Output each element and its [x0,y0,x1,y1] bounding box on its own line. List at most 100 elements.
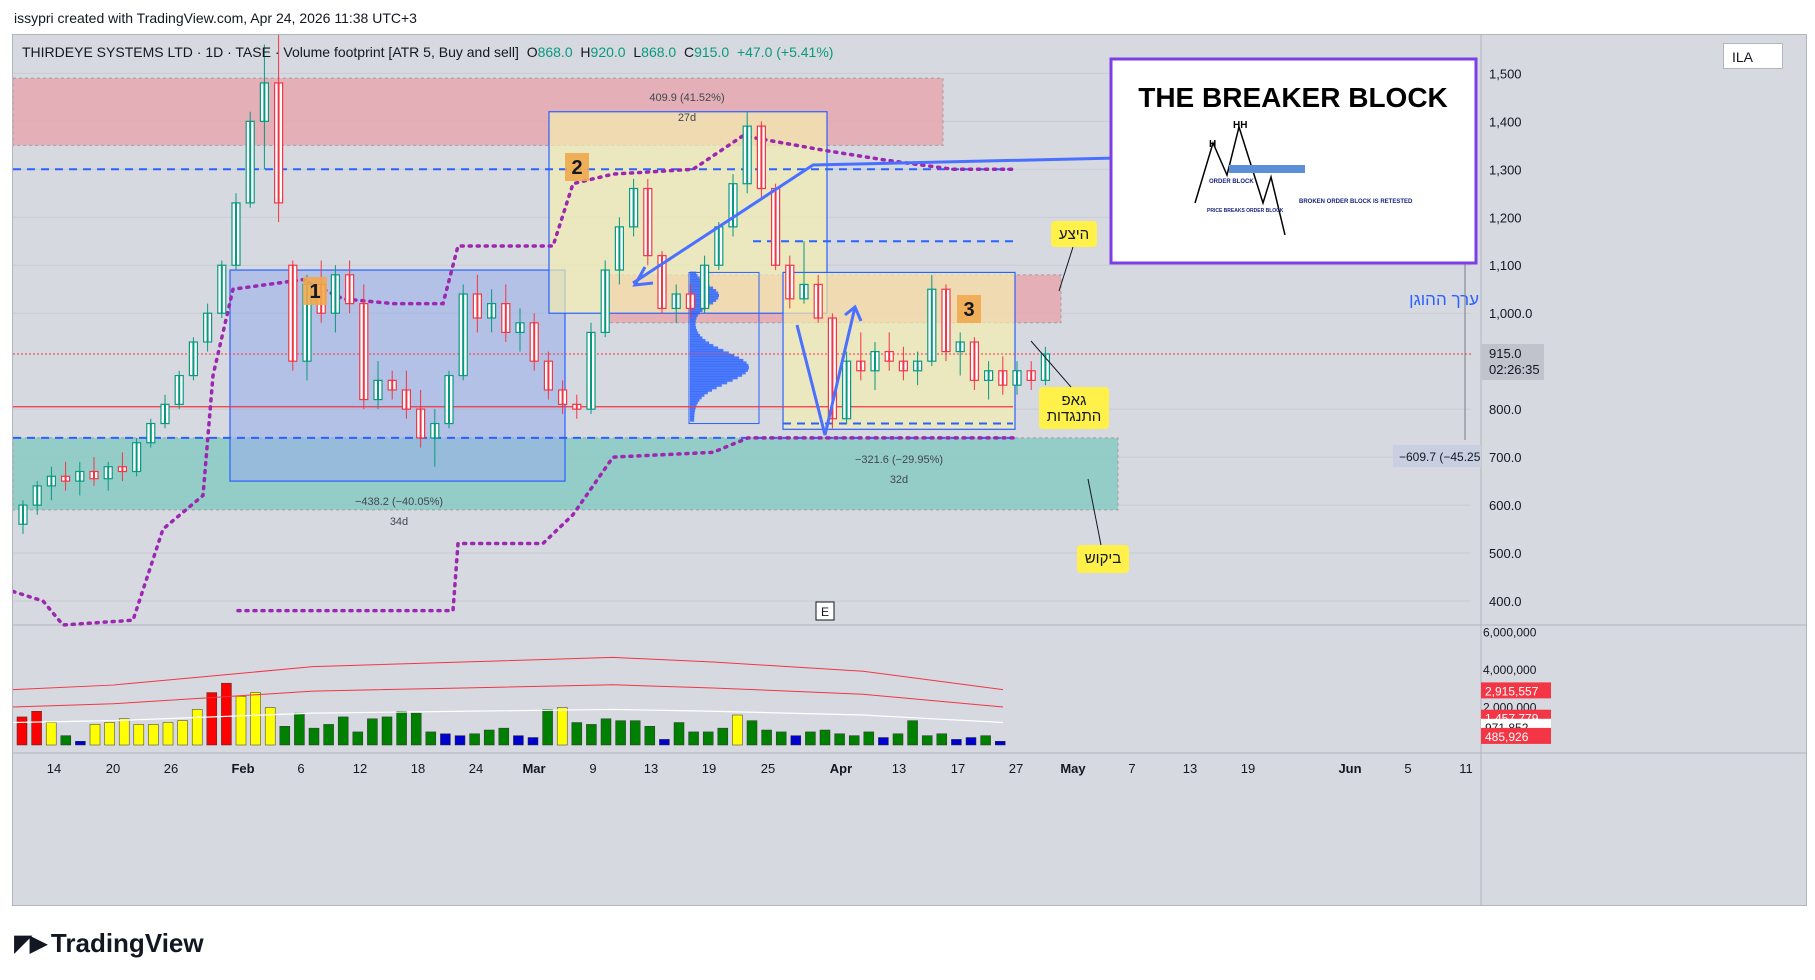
candle-core [1044,353,1047,381]
price-tick: 500.0 [1489,546,1522,561]
volume-bar [469,733,480,746]
volume-profile-bar [690,331,699,335]
candle-core [902,361,905,371]
volume-bar [863,731,875,746]
volume-bar [118,718,130,746]
volume-profile-bar [690,378,733,382]
candle-core [178,375,181,405]
volume-bar [819,729,831,746]
volume-profile-bar [690,356,740,360]
time-tick: 24 [469,761,483,776]
volume-bar [483,729,495,746]
candle-core [916,361,919,371]
inset-order-block: ORDER BLOCK [1209,179,1254,185]
volume-profile-box [688,271,760,425]
candle-core [504,303,507,333]
tradingview-logo[interactable]: ◤▶ TradingView [14,928,204,959]
volume-profile-bar [690,373,743,377]
volume-tag: 2,915,557 [1485,684,1539,698]
volume-bar [805,731,816,746]
volume-profile-bar [690,328,697,332]
volume-bar [600,718,612,746]
candle-core [930,289,933,362]
time-tick: 18 [411,761,425,776]
volume-bar [965,737,977,746]
volume-profile-bar [690,383,722,387]
time-tick: 27 [1009,761,1023,776]
volume-bar [191,709,203,746]
price-tick: 400.0 [1489,594,1522,609]
candle-core [661,255,663,309]
volume-band [13,656,1004,691]
volume-profile-bar [690,381,728,385]
note-offer: היצע [1059,226,1089,243]
volume-bar [556,707,568,746]
measure-days: 27d [678,112,696,124]
candle-core [50,476,53,486]
volume-bar [45,722,57,746]
volume-bar [834,733,845,746]
candle-core [817,284,820,319]
volume-bar [892,733,904,746]
note-demand: ביקוש [1085,550,1122,567]
volume-profile-bar [690,363,749,367]
volume-bar [162,722,174,746]
chart-panel[interactable]: 1 2 3 409.9 (41.52%) 27d −438.2 (−40.05%) 34d −… [12,34,1807,906]
volume-bar [235,696,247,746]
measure-tag: −609.7 (−45.25 [1399,450,1481,464]
volume-bar [659,739,670,746]
candle-core [874,351,876,371]
candle-core [192,341,195,376]
note-protective-value: ערך ההוגן [1409,290,1479,309]
candle-core [121,466,124,472]
candle-core [36,485,39,506]
volume-bar [921,735,933,746]
volume-profile-bar [690,341,710,345]
volume-bar [936,733,948,746]
volume-profile-bar [690,411,695,415]
box-1 [229,269,566,482]
price-tick: 1,400 [1489,114,1522,129]
candle-core [348,274,351,304]
volume-profile-bar [690,313,698,317]
candle-core [717,226,720,266]
candle-core [888,351,891,362]
candle-core [533,322,536,362]
candle-core [561,389,564,405]
inset-price-breaks: PRICE BREAKS ORDER BLOCK [1207,208,1284,214]
volume-bar [323,724,334,746]
legend-open-label: O [526,44,538,60]
legend-open-value: 868.0 [537,44,573,60]
volume-bar [498,727,510,746]
volume-profile-bar [690,416,695,420]
candle-core [803,284,805,299]
volume-bar [396,711,407,746]
volume-tick: 4,000,000 [1483,663,1537,677]
note-pointer [1030,340,1072,388]
volume-bar [994,741,1006,746]
chart-legend: THIRDEYE SYSTEMS LTD · 1D · TASE · Volum… [22,44,833,60]
volume-bar [790,735,802,746]
box-label-1-bg [303,277,327,305]
candle-core [1001,370,1004,386]
note-resistance-gap: גאפ [1062,392,1087,409]
volume-profile-bar [690,358,744,362]
currency-button[interactable]: ILA [1723,43,1783,69]
legend-change: +47.0 (+5.41%) [736,44,834,60]
candle-core [362,303,365,400]
candle-core [277,82,280,203]
volume-profile-bar [690,361,747,365]
candle-core [760,126,763,189]
time-tick: Jun [1338,761,1361,776]
volume-profile-bar [690,393,705,397]
volume-bar [177,720,188,746]
volume-bar [848,735,860,746]
volume-ma [13,708,1004,724]
volume-bar [250,692,261,746]
volume-profile-bar [690,366,749,370]
volume-bar [527,737,539,746]
volume-profile-bar [690,396,702,400]
volume-bar [761,729,772,746]
note-offer-bg [1051,221,1097,247]
